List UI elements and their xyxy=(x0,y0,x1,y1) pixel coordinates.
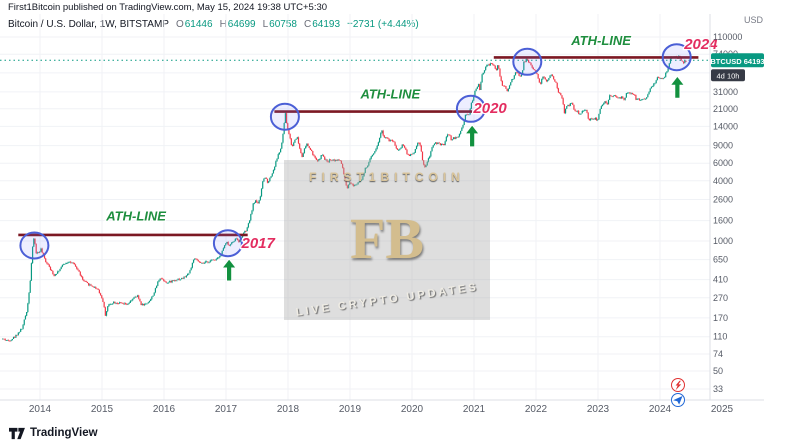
ath-line-label: ATH-LINE xyxy=(105,209,166,224)
svg-text:50: 50 xyxy=(713,366,723,376)
breakout-year-label: 2020 xyxy=(472,100,507,117)
svg-text:4000: 4000 xyxy=(713,176,733,186)
svg-text:410: 410 xyxy=(713,275,728,285)
candle-bodies-up xyxy=(2,55,686,342)
grid xyxy=(0,14,710,400)
svg-text:2018: 2018 xyxy=(277,404,300,415)
svg-text:9000: 9000 xyxy=(713,141,733,151)
tradingview-footer[interactable]: TradingView xyxy=(8,425,98,440)
countdown-badge xyxy=(711,69,745,82)
svg-text:1600: 1600 xyxy=(713,216,733,226)
svg-text:2025: 2025 xyxy=(711,404,734,415)
svg-text:170: 170 xyxy=(713,313,728,323)
breakout-arrows xyxy=(221,75,686,282)
watermark-monogram: FB xyxy=(349,205,425,271)
watermark-tagline: LIVE CRYPTO UPDATES xyxy=(294,281,480,319)
svg-text:2023: 2023 xyxy=(587,404,610,415)
watermark: FIRST1BITCOIN FB LIVE CRYPTO UPDATES xyxy=(284,160,490,320)
ath-line-label: ATH-LINE xyxy=(570,33,631,48)
svg-text:110: 110 xyxy=(713,332,727,342)
attribution-text: First1Bitcoin published on TradingView.c… xyxy=(8,2,328,13)
price-badge xyxy=(711,53,764,68)
svg-text:2600: 2600 xyxy=(713,195,733,205)
currency-label: USD xyxy=(744,15,764,25)
svg-text:74: 74 xyxy=(713,349,723,359)
ohlc-label: H xyxy=(219,19,227,30)
symbol-title[interactable]: Bitcoin / U.S. Dollar, 1W, BITSTAMP xyxy=(8,19,169,30)
ohlc-value: 61446 xyxy=(184,19,213,30)
svg-text:31000: 31000 xyxy=(713,87,738,97)
legend-change: +2731 (+4.44%) xyxy=(347,19,419,30)
svg-text:14000: 14000 xyxy=(713,121,738,131)
tradingview-brand-text: TradingView xyxy=(30,426,98,439)
legend-low: L 60758 xyxy=(263,19,297,30)
paper-plane-icon xyxy=(671,393,685,407)
ath-line-label: ATH-LINE xyxy=(359,87,420,102)
svg-text:110000: 110000 xyxy=(713,32,742,42)
svg-text:33: 33 xyxy=(713,384,723,394)
ohlc-value: 60758 xyxy=(269,19,297,30)
reaction-badges xyxy=(671,378,685,407)
ohlc-label: L xyxy=(262,19,269,30)
svg-text:2016: 2016 xyxy=(153,404,176,415)
chart-legend: Bitcoin / U.S. Dollar, 1W, BITSTAMP O 614… xyxy=(8,19,419,30)
svg-text:2017: 2017 xyxy=(215,404,238,415)
svg-text:1000: 1000 xyxy=(713,236,733,246)
candlesticks xyxy=(2,55,687,342)
highlight-circles xyxy=(19,43,692,260)
legend-close: C 64193 xyxy=(304,19,340,30)
lightning-icon xyxy=(671,378,685,392)
svg-text:2015: 2015 xyxy=(91,404,114,415)
price-badge-text: BTCUSD 64193 xyxy=(710,57,764,66)
svg-text:2019: 2019 xyxy=(339,404,362,415)
svg-text:650: 650 xyxy=(713,255,728,265)
svg-text:2022: 2022 xyxy=(525,404,548,415)
ohlc-value: 64193 xyxy=(312,19,341,30)
svg-text:2021: 2021 xyxy=(463,404,486,415)
countdown-text: 4d 10h xyxy=(717,71,740,80)
legend-open: O 61446 xyxy=(176,19,213,30)
time-axis-labels: 2014 2015 2016 2017 2018 2019 2020 2021 2022 2023… xyxy=(29,404,734,415)
svg-text:2020: 2020 xyxy=(401,404,424,415)
ohlc-label: C xyxy=(303,19,312,30)
svg-text:270: 270 xyxy=(713,293,728,303)
svg-text:21000: 21000 xyxy=(713,104,738,114)
tradingview-logo-icon xyxy=(9,427,25,440)
legend-high: H 64699 xyxy=(220,19,256,30)
ohlc-label: O xyxy=(175,19,184,30)
svg-text:2024: 2024 xyxy=(649,404,672,415)
breakout-year-label: 2017 xyxy=(241,235,276,252)
ohlc-value: 64699 xyxy=(227,19,256,30)
svg-text:6000: 6000 xyxy=(713,158,733,168)
price-axis-ticks: 1100007400048000310002100014000900060004… xyxy=(713,32,742,394)
watermark-brand-text: FIRST1BITCOIN xyxy=(309,170,465,184)
ath-lines xyxy=(18,56,699,237)
svg-text:2014: 2014 xyxy=(29,404,52,415)
candle-bodies-down xyxy=(3,55,687,342)
